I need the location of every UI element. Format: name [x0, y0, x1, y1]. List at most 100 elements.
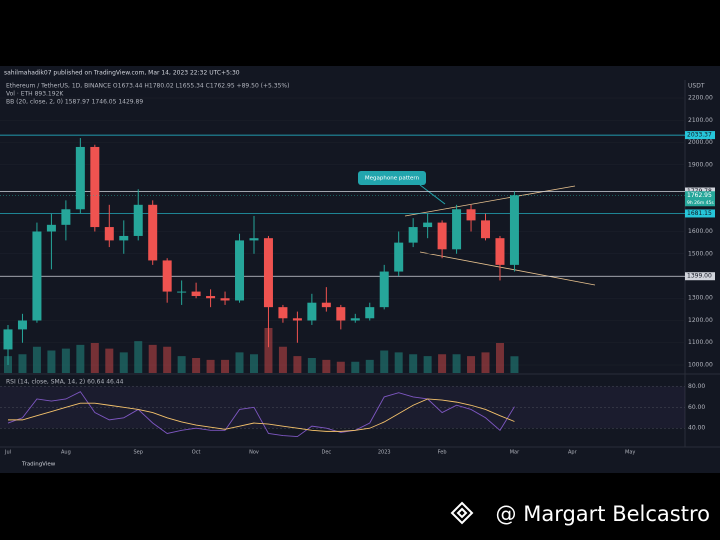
candle-body [321, 302, 331, 308]
volume-bar [264, 328, 273, 373]
candle-body [495, 238, 505, 265]
x-tick-label: Jul [4, 450, 11, 456]
candle-body [365, 307, 375, 319]
volume-bar [467, 356, 476, 373]
level-label: 2033.37 [687, 132, 712, 139]
level-label: 1399.00 [687, 273, 712, 280]
rsi-label: RSI (14, close, SMA, 14, 2) 60.64 46.44 [6, 379, 124, 386]
annotation: Megaphone pattern [365, 176, 420, 182]
annotation-box [358, 171, 426, 185]
volume-bar [495, 343, 504, 373]
candle-body [466, 209, 476, 221]
candle-body [249, 238, 259, 241]
candle-body [75, 146, 85, 210]
level-label-box [685, 209, 715, 218]
x-tick-label: Aug [61, 450, 71, 456]
candle-body [452, 209, 462, 250]
volume-bar [18, 354, 27, 373]
x-tick-label: Mar [510, 450, 520, 456]
volume-bar [105, 348, 114, 373]
candle-body [46, 224, 56, 232]
volume-bar [322, 359, 331, 373]
volume-bar [351, 361, 360, 373]
volume-bar [32, 346, 41, 373]
volume-bar [409, 354, 418, 373]
publisher: sahilmahadik07 published on TradingView.… [4, 70, 240, 77]
annotation-arrow [419, 184, 446, 205]
candle-body [104, 227, 114, 241]
brand: TradingView [21, 462, 56, 468]
volume-bar [438, 354, 447, 373]
candle-body [336, 307, 346, 321]
volume-bar [76, 344, 85, 373]
candle-body [394, 242, 404, 272]
x-tick-label: Feb [438, 450, 447, 456]
volume-bar [365, 359, 374, 373]
y-tick-label: 1300.00 [688, 295, 713, 302]
y-tick-label: 2100.00 [688, 117, 713, 124]
currency: USDT [688, 83, 705, 90]
candle-body [423, 222, 433, 228]
volume-bar [47, 350, 56, 373]
volume-bar [206, 359, 215, 373]
volume-bar [452, 354, 461, 373]
rsi-ma-line [8, 398, 515, 432]
volume-bar [293, 356, 302, 373]
watermark-icon [450, 501, 474, 525]
rsi-tick-label: 40.00 [688, 425, 705, 432]
level-label-box [685, 272, 715, 281]
candle-body [307, 302, 317, 321]
rsi-line [7, 391, 515, 438]
volume-bar [119, 352, 128, 373]
y-tick-label: 1100.00 [688, 339, 713, 346]
candle-body [263, 238, 273, 308]
x-tick-label: Apr [568, 450, 578, 456]
candle-body [32, 231, 42, 321]
candle-body [350, 318, 360, 321]
x-tick-label: May [625, 450, 635, 456]
candle-body [61, 209, 71, 225]
volume-bar [336, 361, 345, 373]
candle-body [191, 291, 201, 297]
last-price-label: 1762.95 [687, 192, 712, 199]
trendline [419, 251, 596, 286]
candle-body [119, 235, 129, 241]
volume-bar [90, 343, 99, 373]
x-tick-label: Nov [249, 450, 259, 456]
y-tick-label: 1500.00 [688, 250, 713, 257]
volume-bar [394, 352, 403, 373]
y-tick-label: 2200.00 [688, 95, 713, 102]
candle-body [206, 296, 216, 299]
candle-body [481, 220, 491, 239]
candle-body [17, 320, 27, 330]
volume-bar [192, 358, 201, 373]
rsi-tick-label: 60.00 [688, 404, 705, 411]
volume-bar [235, 352, 244, 373]
y-tick-label: 1200.00 [688, 317, 713, 324]
chart-background [0, 66, 720, 473]
candle-body [90, 146, 100, 228]
candle-body [437, 222, 447, 250]
volume-label: Vol · ETH 893.192K [6, 91, 64, 98]
candle-body [292, 318, 302, 321]
candle-body [379, 271, 389, 308]
y-tick-label: 2000.00 [688, 139, 713, 146]
y-tick-label: 1600.00 [688, 228, 713, 235]
x-tick-label: Sep [134, 450, 143, 456]
candle-body [408, 227, 418, 243]
candle-body [509, 195, 519, 265]
volume-bar [510, 356, 519, 373]
x-tick-label: Oct [192, 450, 201, 456]
bb-label: BB (20, close, 2, 0) 1587.97 1746.05 142… [6, 99, 143, 106]
volume-bar [249, 354, 258, 373]
rsi-band [0, 386, 685, 429]
x-tick-label: 2023 [378, 450, 391, 456]
trendline [404, 185, 576, 217]
volume-bar [481, 352, 490, 373]
x-tick-label: Dec [321, 450, 331, 456]
candle-body [3, 329, 13, 350]
volume-bar [177, 356, 186, 373]
level-label-box [685, 131, 715, 140]
